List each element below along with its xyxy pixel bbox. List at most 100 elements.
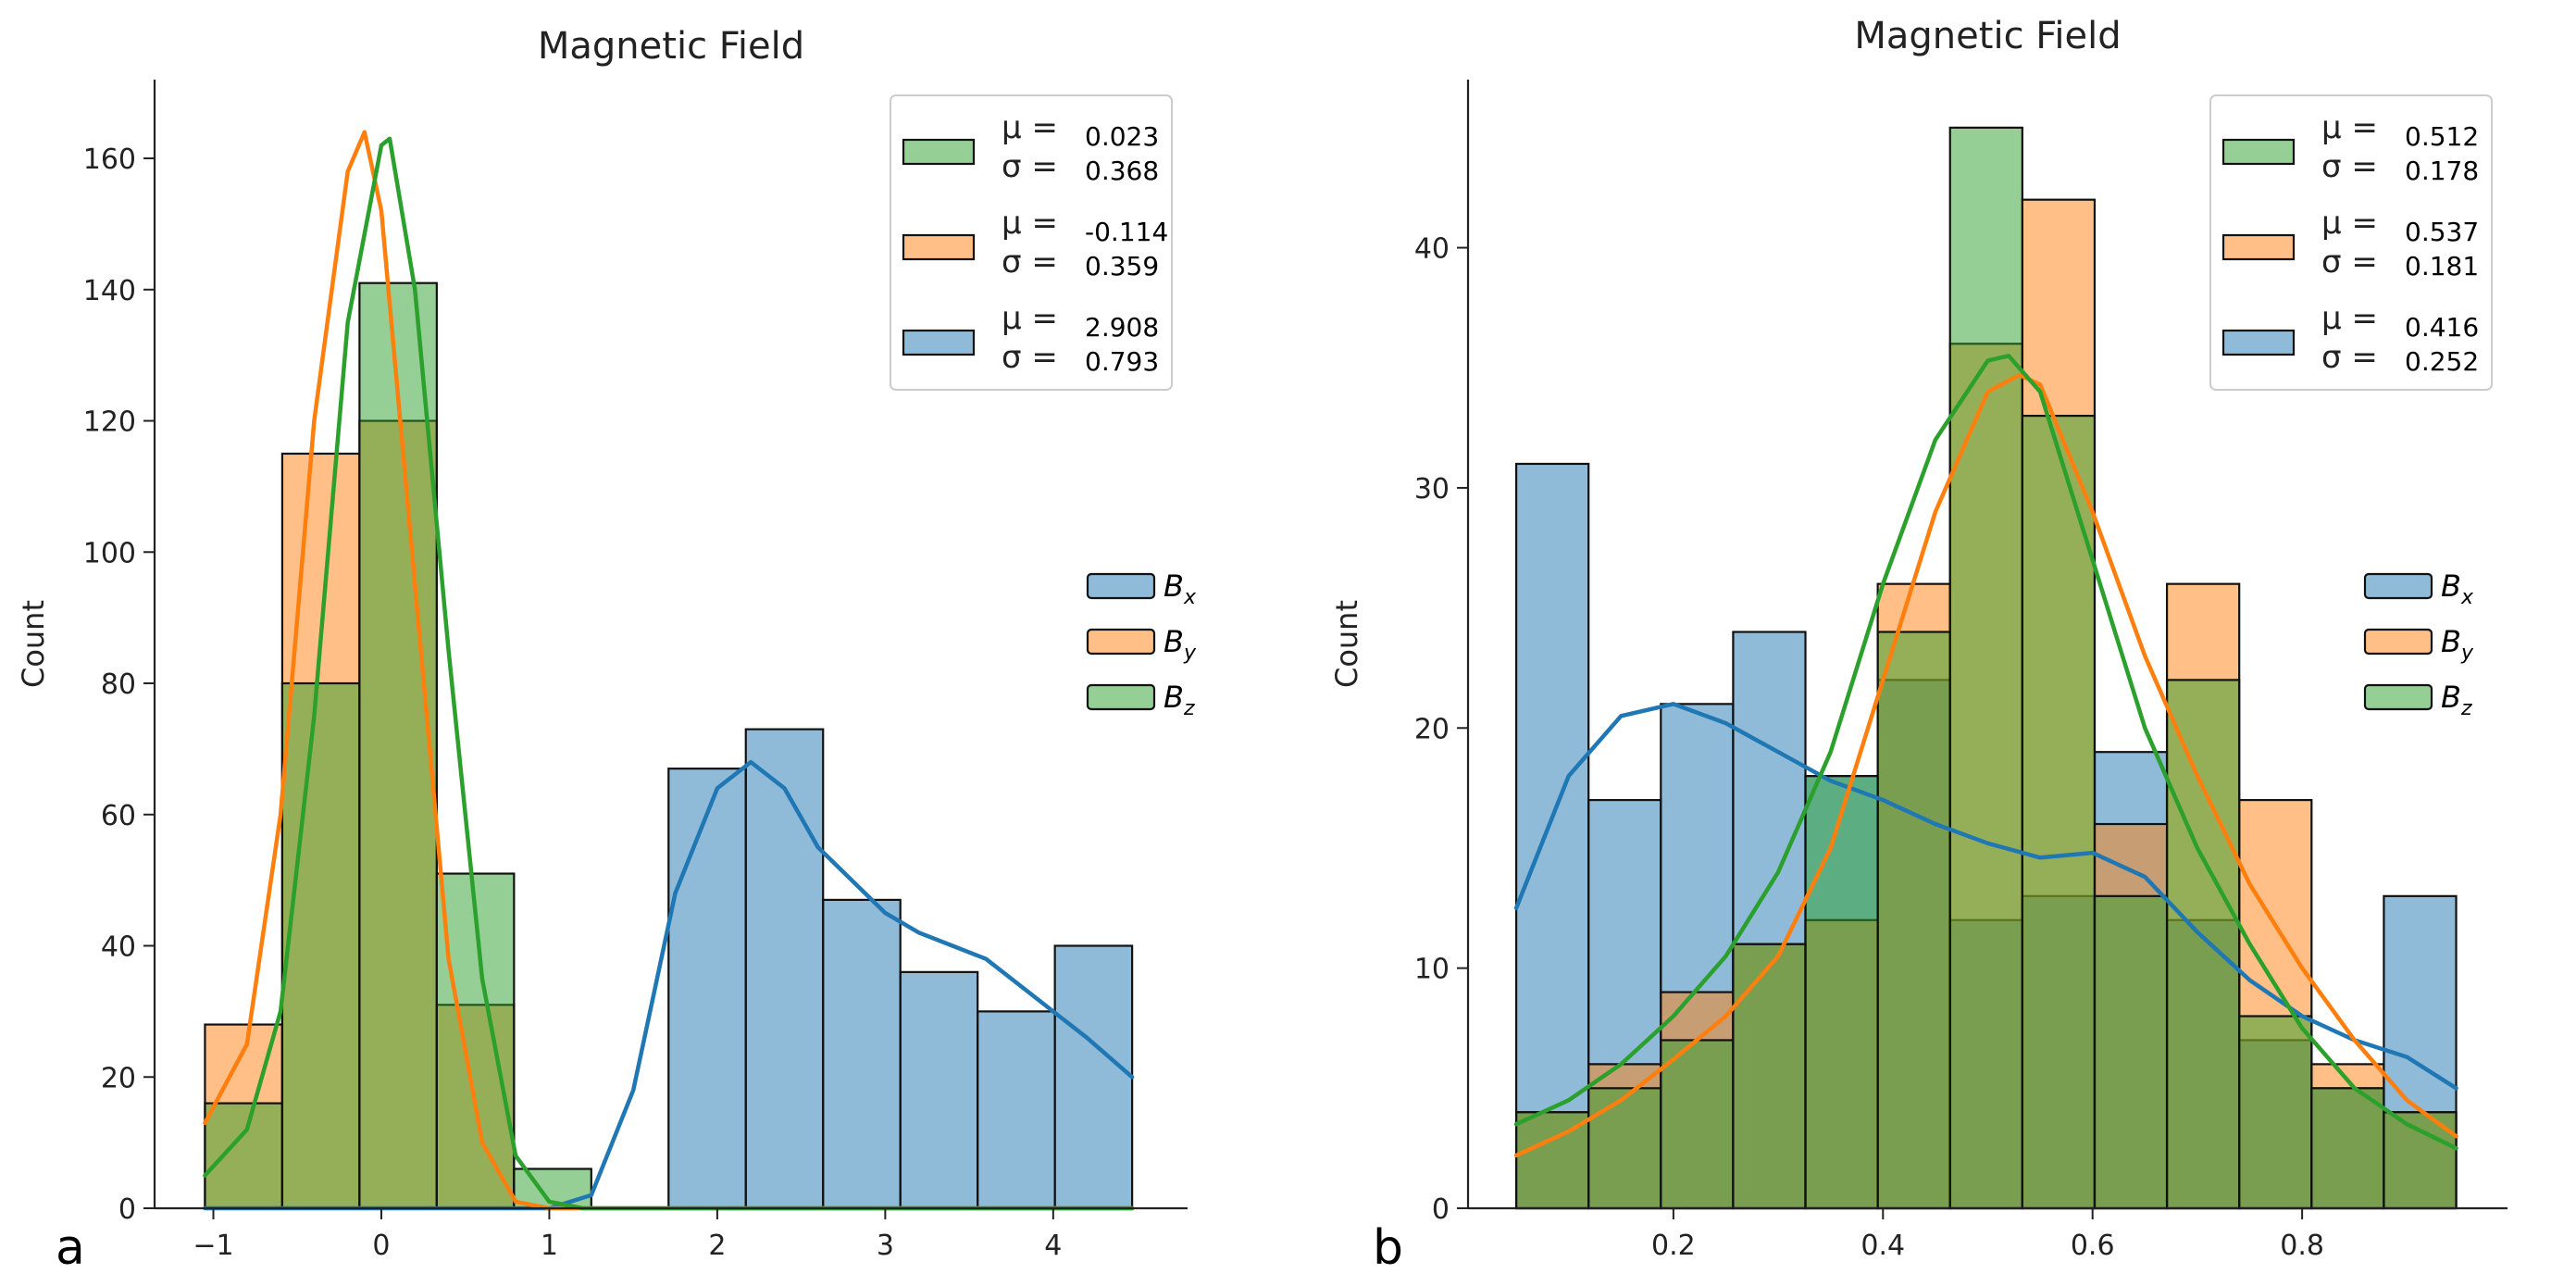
y-tick-label: 120: [83, 406, 136, 439]
bar-bz-3: [1732, 943, 1807, 1210]
stats-legend-sigma-value: 0.252: [2405, 346, 2479, 377]
series-legend-swatch-bz: [2363, 683, 2433, 711]
y-tick-label: 0: [1432, 1193, 1450, 1226]
bar-bx-6: [667, 768, 747, 1210]
series-legend-label-main: B: [2441, 624, 2461, 659]
x-tick-label: 4: [1044, 1230, 1062, 1262]
x-tick-label: 0: [372, 1230, 390, 1262]
stats-legend-sigma-symbol: σ =: [2321, 339, 2378, 376]
stats-legend-swatch-bz: [902, 138, 976, 166]
series-legend-label-sub: z: [1183, 697, 1195, 720]
stats-legend-mu-value: 2.908: [1085, 312, 1159, 343]
y-tick-label: 0: [118, 1193, 136, 1226]
stats-legend-mu-symbol: μ =: [1002, 300, 1058, 337]
panel-a: −1 0 1 2 3 4020406080100120140160CountMagneti…: [16, 25, 1197, 1274]
y-tick-label: 20: [1414, 713, 1450, 745]
series-legend-label-main: B: [2441, 680, 2461, 715]
x-tick-label: 0.8: [2280, 1230, 2324, 1262]
stats-legend-mu-value: -0.114: [1085, 217, 1168, 247]
series-legend-swatch-bx: [1086, 572, 1156, 600]
bar-bx-10: [977, 1010, 1056, 1210]
stats-legend-mu-symbol: μ =: [1002, 109, 1058, 146]
bar-bx-7: [744, 728, 825, 1210]
x-tick-label: 1: [541, 1230, 558, 1262]
y-tick-label: 160: [83, 144, 136, 176]
bar-bx-11: [1053, 944, 1134, 1210]
stats-legend-sigma-symbol: σ =: [2321, 244, 2378, 281]
stats-legend-mu-value: 0.416: [2405, 312, 2479, 343]
stats-legend-sigma-symbol: σ =: [2321, 148, 2378, 185]
bar-bz-6: [1948, 126, 2023, 1210]
series-legend-label-sub: y: [1183, 642, 1197, 665]
bar-bz-9: [2165, 679, 2241, 1210]
y-tick-label: 30: [1414, 473, 1450, 506]
stats-legend-mu-value: 0.537: [2405, 217, 2479, 247]
stats-legend-sigma-value: 0.793: [1085, 346, 1159, 377]
kde-line-bx: [203, 759, 1135, 1211]
bar-bz-11: [2310, 1087, 2385, 1210]
stats-legend-swatch-bx: [902, 329, 976, 356]
bar-bz-4: [1804, 775, 1879, 1210]
stats-legend-mu-value: 0.023: [1085, 121, 1159, 152]
stats-legend-sigma-value: 0.359: [1085, 251, 1159, 281]
x-tick-label: 0.2: [1651, 1230, 1696, 1262]
y-tick-label: 10: [1414, 954, 1450, 986]
stats-legend-sigma-value: 0.368: [1085, 156, 1159, 186]
y-axis-label: Count: [1329, 600, 1364, 688]
panel-label: b: [1373, 1220, 1403, 1274]
stats-legend-box: [890, 94, 1173, 391]
kde-line-bz: [1513, 354, 2458, 1151]
y-tick-label: 100: [83, 537, 136, 569]
bar-bx-9: [899, 970, 979, 1210]
stats-legend-sigma-symbol: σ =: [1002, 148, 1058, 185]
series-legend-label-by: By: [2441, 624, 2474, 665]
series-legend-label-bx: Bx: [2441, 568, 2474, 609]
stats-legend-sigma-value: 0.178: [2405, 156, 2479, 186]
y-tick-label: 80: [101, 668, 136, 701]
stats-legend-sigma-symbol: σ =: [1002, 339, 1058, 376]
stats-legend-mu-value: 0.512: [2405, 121, 2479, 152]
stats-legend-sigma-value: 0.181: [2405, 251, 2479, 281]
bar-bz-5: [1876, 631, 1951, 1210]
series-legend-swatch-bz: [1086, 683, 1156, 711]
bar-bx-0: [1514, 462, 1590, 1210]
chart-title: Magnetic Field: [1854, 15, 2121, 57]
y-tick-label: 40: [1414, 233, 1450, 266]
series-legend-label-sub: x: [1183, 586, 1197, 609]
stats-legend-swatch-bx: [2221, 329, 2296, 356]
series-legend-label-main: B: [1164, 680, 1184, 715]
x-tick-label: 3: [877, 1230, 894, 1262]
series-legend-label-by: By: [1164, 624, 1197, 665]
bar-bx-8: [822, 898, 902, 1210]
bar-bz-2: [358, 281, 438, 1210]
bar-bz-8: [2093, 894, 2169, 1210]
kde-line-by: [1513, 372, 2458, 1158]
stats-legend-box: [2209, 94, 2493, 391]
series-legend-label-sub: y: [2460, 642, 2474, 665]
stats-legend-swatch-bz: [2221, 138, 2296, 166]
kde-line-bz: [203, 136, 1135, 1211]
panel-label: a: [56, 1220, 85, 1274]
stats-legend-sigma-symbol: σ =: [1002, 244, 1058, 281]
stats-legend-swatch-by: [902, 233, 976, 261]
series-legend-label-bz: Bz: [2441, 680, 2472, 720]
series-legend-label-bz: Bz: [1164, 680, 1195, 720]
bar-bz-1: [280, 681, 361, 1210]
series-legend-label-sub: z: [2460, 697, 2472, 720]
y-tick-label: 140: [83, 275, 136, 307]
series-legend-label-main: B: [1164, 624, 1184, 659]
stats-legend-mu-symbol: μ =: [1002, 205, 1058, 242]
stats-legend-mu-symbol: μ =: [2321, 300, 2378, 337]
x-tick-label: 0.4: [1860, 1230, 1905, 1262]
series-legend-label-sub: x: [2460, 586, 2474, 609]
bar-bz-2: [1660, 1039, 1735, 1210]
series-legend-swatch-bx: [2363, 572, 2433, 600]
kde-line-by: [203, 130, 1135, 1211]
stats-legend-mu-symbol: μ =: [2321, 205, 2378, 242]
stats-legend-mu-symbol: μ =: [2321, 109, 2378, 146]
bar-bz-10: [2238, 1015, 2313, 1210]
y-axis-label: Count: [16, 600, 51, 688]
panel-b: 0.2 0.4 0.6 0.8 0 10 20 30 40 Count Magnetic Field…: [1329, 15, 2508, 1274]
bar-bz-1: [1587, 1087, 1662, 1210]
